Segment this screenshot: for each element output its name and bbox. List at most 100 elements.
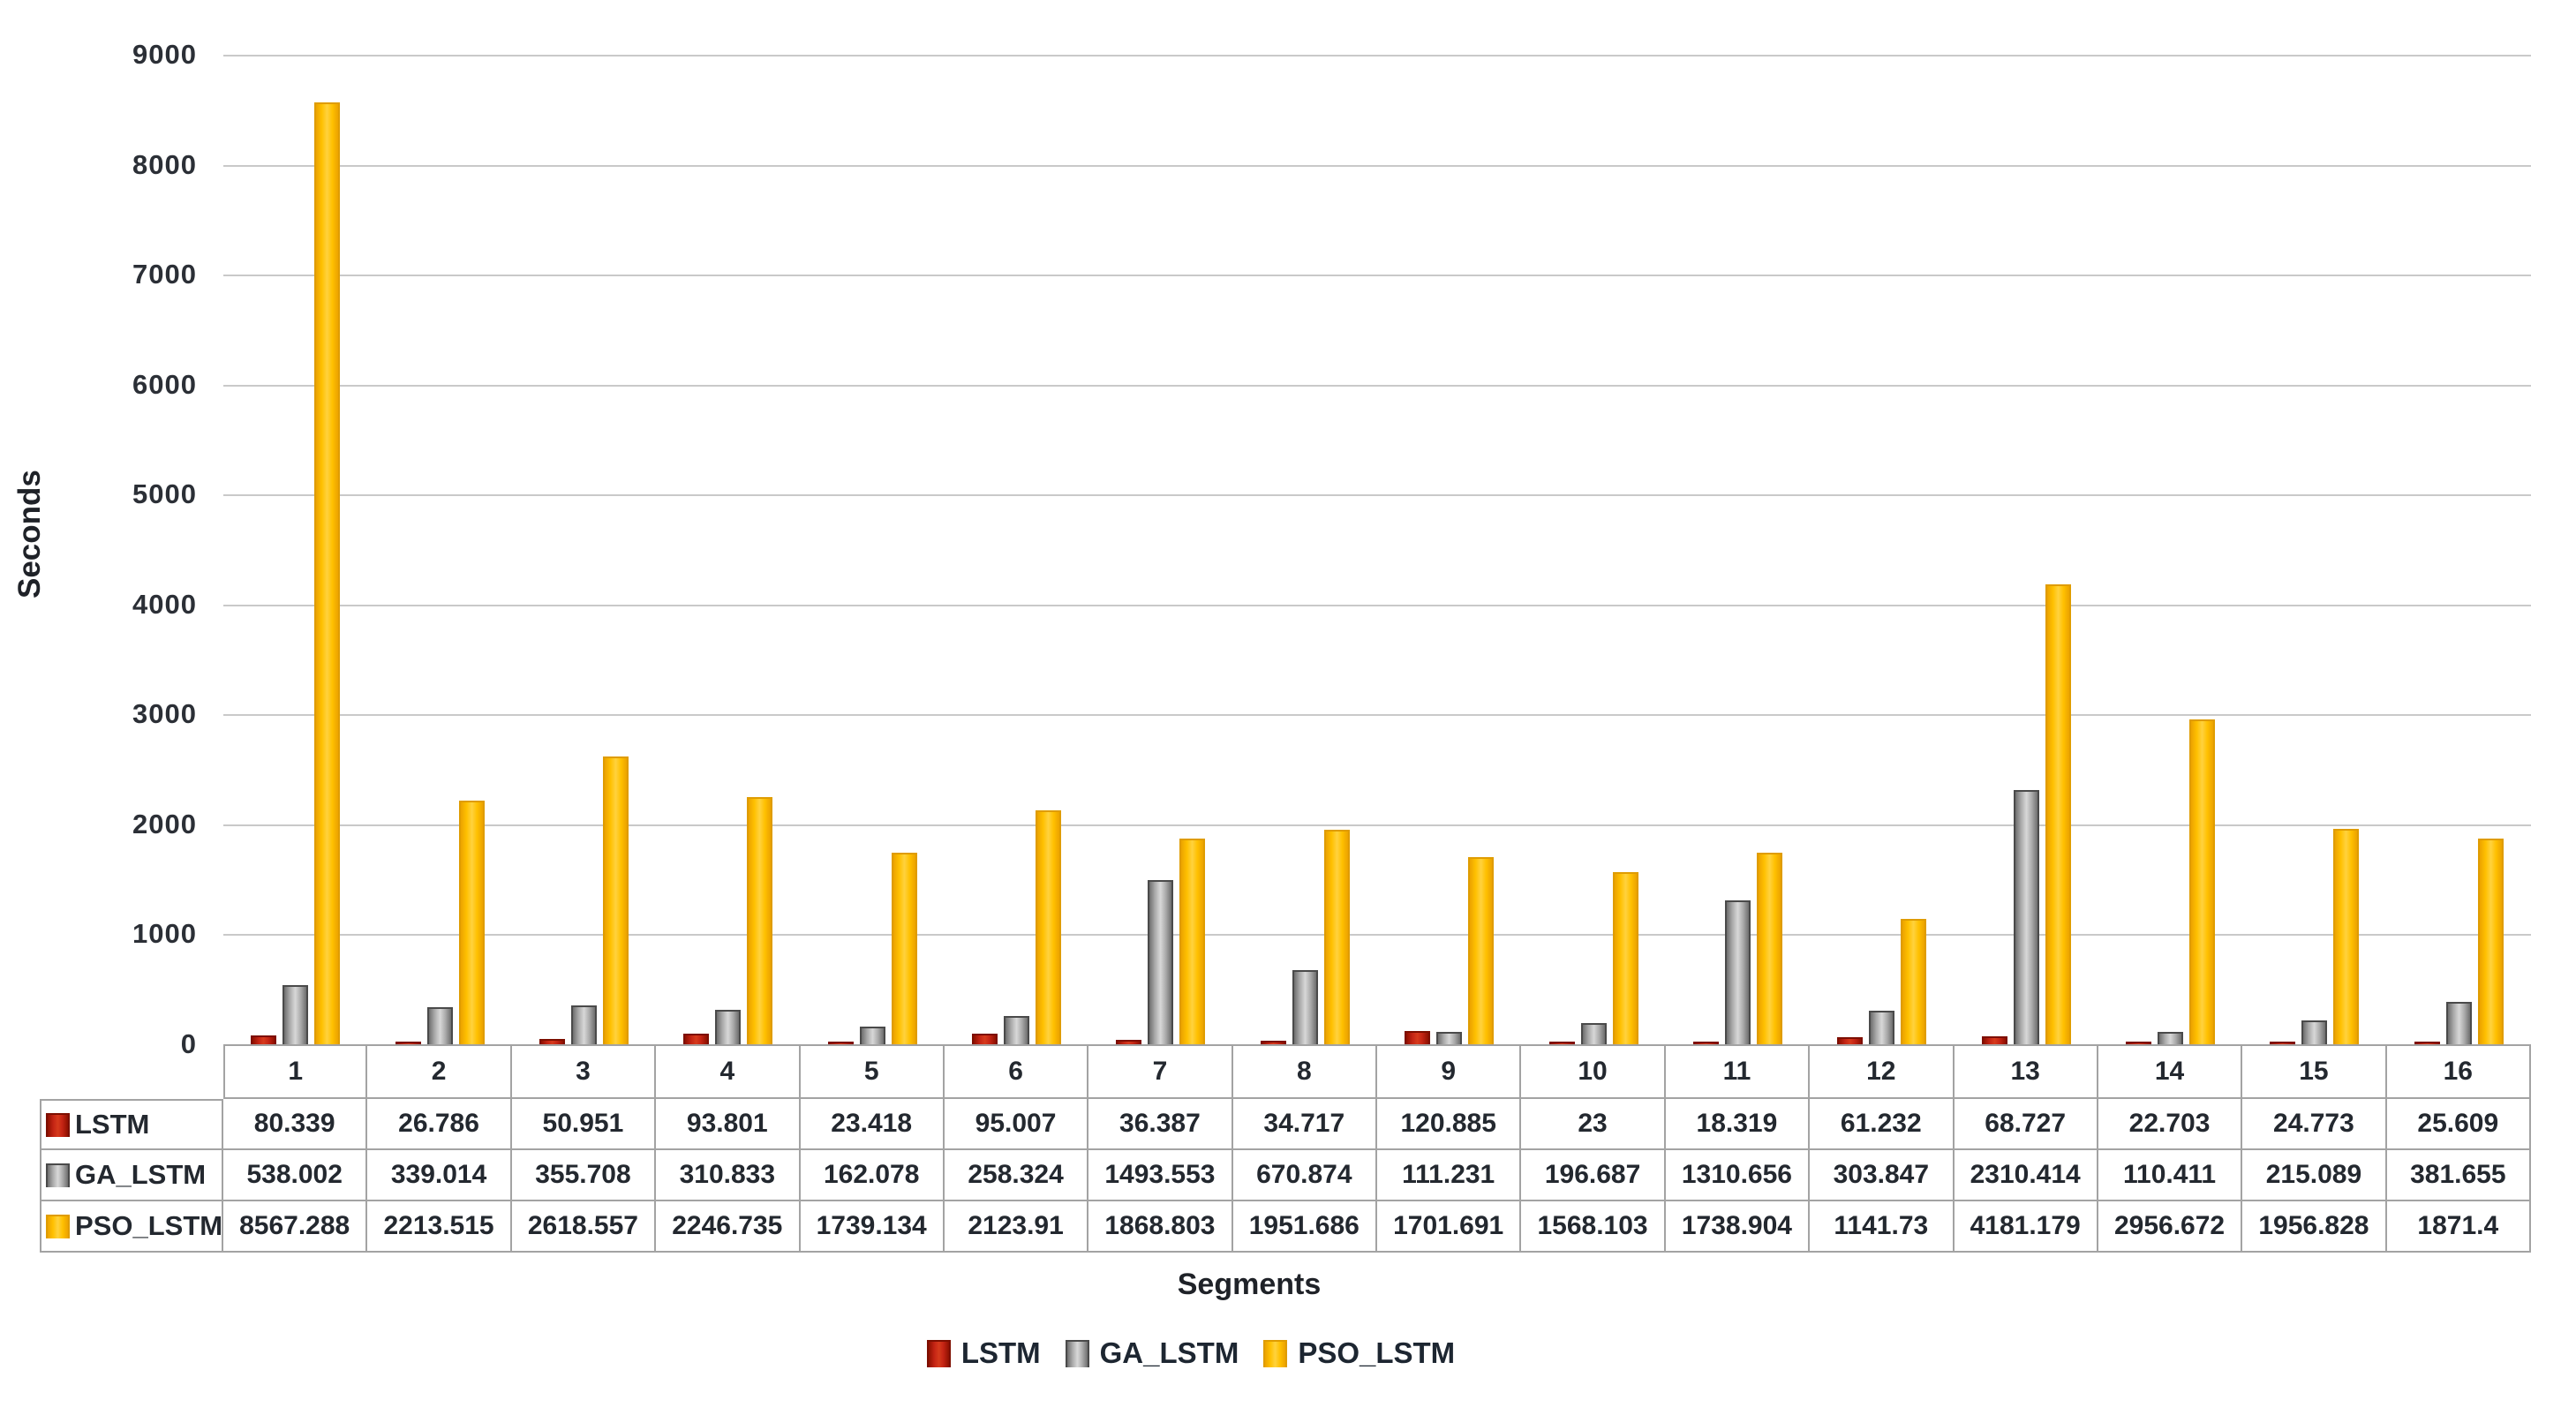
bar-lstm-segment-16 [2414, 1041, 2440, 1044]
grid-line [223, 494, 2531, 497]
y-tick-label: 6000 [132, 368, 197, 400]
table-value-cell: 26.786 [367, 1099, 512, 1150]
table-value-cell: 95.007 [944, 1099, 1089, 1150]
table-value-cell: 1956.828 [2242, 1201, 2387, 1253]
table-value-cell: 2618.557 [511, 1201, 657, 1253]
bar-pso_lstm-segment-9 [1468, 857, 1495, 1044]
bar-lstm-segment-3 [539, 1038, 565, 1044]
bar-ga_lstm-segment-8 [1292, 970, 1318, 1044]
bar-ga_lstm-segment-10 [1580, 1022, 1607, 1044]
table-value-cell: 24.773 [2242, 1099, 2387, 1150]
table-value-cell: 25.609 [2386, 1099, 2531, 1150]
table-value-cell: 8567.288 [223, 1201, 368, 1253]
table-header-cell: 12 [1810, 1044, 1955, 1099]
bar-lstm-segment-10 [1548, 1042, 1575, 1044]
table-value-cell: 61.232 [1810, 1099, 1955, 1150]
table-value-cell: 93.801 [656, 1099, 801, 1150]
table-value-cell: 258.324 [944, 1150, 1089, 1201]
table-value-cell: 339.014 [367, 1150, 512, 1201]
bar-pso_lstm-segment-16 [2477, 838, 2504, 1044]
y-tick-label: 1000 [132, 918, 197, 950]
bar-lstm-segment-1 [251, 1035, 277, 1044]
table-header-cell: 2 [367, 1044, 512, 1099]
grid-line [223, 164, 2531, 167]
legend: LSTM GA_LSTM PSO_LSTM [0, 1336, 2479, 1370]
bar-pso_lstm-segment-15 [2333, 829, 2360, 1044]
table-value-cell: 23 [1521, 1099, 1666, 1150]
table-value-cell: 23.418 [800, 1099, 945, 1150]
bar-ga_lstm-segment-3 [570, 1005, 597, 1044]
bar-ga_lstm-segment-4 [715, 1010, 742, 1044]
bar-ga_lstm-segment-7 [1148, 879, 1174, 1044]
table-value-cell: 670.874 [1232, 1150, 1377, 1201]
bar-pso_lstm-segment-7 [1179, 839, 1206, 1044]
series-swatch-lstm [46, 1112, 70, 1137]
legend-item-ga_lstm: GA_LSTM [1065, 1336, 1239, 1370]
table-value-cell: 1568.103 [1521, 1201, 1666, 1253]
table-value-cell: 1739.134 [800, 1201, 945, 1253]
table-value-cell: 18.319 [1665, 1099, 1811, 1150]
table-header-cell: 13 [1954, 1044, 2098, 1099]
table-value-cell: 4181.179 [1954, 1201, 2098, 1253]
bar-lstm-segment-13 [1981, 1036, 2007, 1044]
table-value-cell: 111.231 [1377, 1150, 1522, 1201]
table-row-label: PSO_LSTM [40, 1201, 223, 1253]
table-value-cell: 1868.803 [1088, 1201, 1233, 1253]
y-axis-title: Seconds [12, 470, 47, 598]
table-header-cell: 7 [1088, 1044, 1233, 1099]
legend-label: PSO_LSTM [1298, 1336, 1456, 1369]
series-label: LSTM [75, 1109, 150, 1140]
table-value-cell: 2956.672 [2098, 1201, 2243, 1253]
table-value-cell: 110.411 [2098, 1150, 2243, 1201]
table-header-cell: 5 [800, 1044, 945, 1099]
table-header-cell: 15 [2242, 1044, 2387, 1099]
table-value-cell: 196.687 [1521, 1150, 1666, 1201]
bar-pso_lstm-segment-1 [314, 102, 341, 1044]
series-swatch-ga_lstm [46, 1163, 70, 1187]
table-value-cell: 381.655 [2386, 1150, 2531, 1201]
table-value-cell: 1701.691 [1377, 1201, 1522, 1253]
grid-line [223, 275, 2531, 277]
y-tick-label: 7000 [132, 259, 197, 290]
grid-line [223, 55, 2531, 56]
series-label: GA_LSTM [75, 1159, 207, 1190]
legend-swatch-ga_lstm [1065, 1339, 1089, 1367]
table-header-cell: 11 [1665, 1044, 1811, 1099]
bar-lstm-segment-2 [395, 1041, 421, 1044]
table-value-cell: 68.727 [1954, 1099, 2098, 1150]
table-value-cell: 310.833 [656, 1150, 801, 1201]
bar-lstm-segment-5 [827, 1042, 854, 1044]
bar-pso_lstm-segment-2 [458, 801, 485, 1044]
table-value-cell: 50.951 [511, 1099, 657, 1150]
bar-pso_lstm-segment-13 [2045, 584, 2071, 1044]
table-value-cell: 2123.91 [944, 1201, 1089, 1253]
grid-line [223, 384, 2531, 387]
series-label: PSO_LSTM [75, 1210, 223, 1241]
table-value-cell: 1871.4 [2386, 1201, 2531, 1253]
table-value-cell: 80.339 [223, 1099, 368, 1150]
grid-line [223, 934, 2531, 937]
table-header-cell: 4 [656, 1044, 801, 1099]
bar-pso_lstm-segment-10 [1612, 871, 1638, 1044]
y-tick-label: 8000 [132, 148, 197, 180]
table-header-cell: 1 [223, 1044, 368, 1099]
legend-item-lstm: LSTM [926, 1336, 1041, 1370]
grid-line [223, 824, 2531, 826]
bar-lstm-segment-6 [972, 1034, 998, 1044]
bar-lstm-segment-12 [1837, 1037, 1864, 1044]
bar-ga_lstm-segment-16 [2445, 1002, 2472, 1044]
data-table: 1 2 3 4 5 6 7 8 9 10 11 12 13 14 15 16 LSTM 80.339 26.786 5… [40, 1044, 2531, 1253]
legend-swatch-lstm [926, 1339, 951, 1367]
y-tick-label: 9000 [132, 39, 197, 70]
bar-pso_lstm-segment-14 [2189, 719, 2216, 1044]
table-value-cell: 1310.656 [1665, 1150, 1811, 1201]
plot-area [223, 55, 2531, 1044]
series-swatch-pso_lstm [46, 1214, 70, 1238]
bar-pso_lstm-segment-8 [1323, 829, 1350, 1044]
table-value-cell: 2310.414 [1954, 1150, 2098, 1201]
y-tick-label: 4000 [132, 588, 197, 620]
y-tick-label: 5000 [132, 478, 197, 510]
bar-ga_lstm-segment-5 [859, 1026, 885, 1044]
legend-label: LSTM [960, 1336, 1041, 1369]
